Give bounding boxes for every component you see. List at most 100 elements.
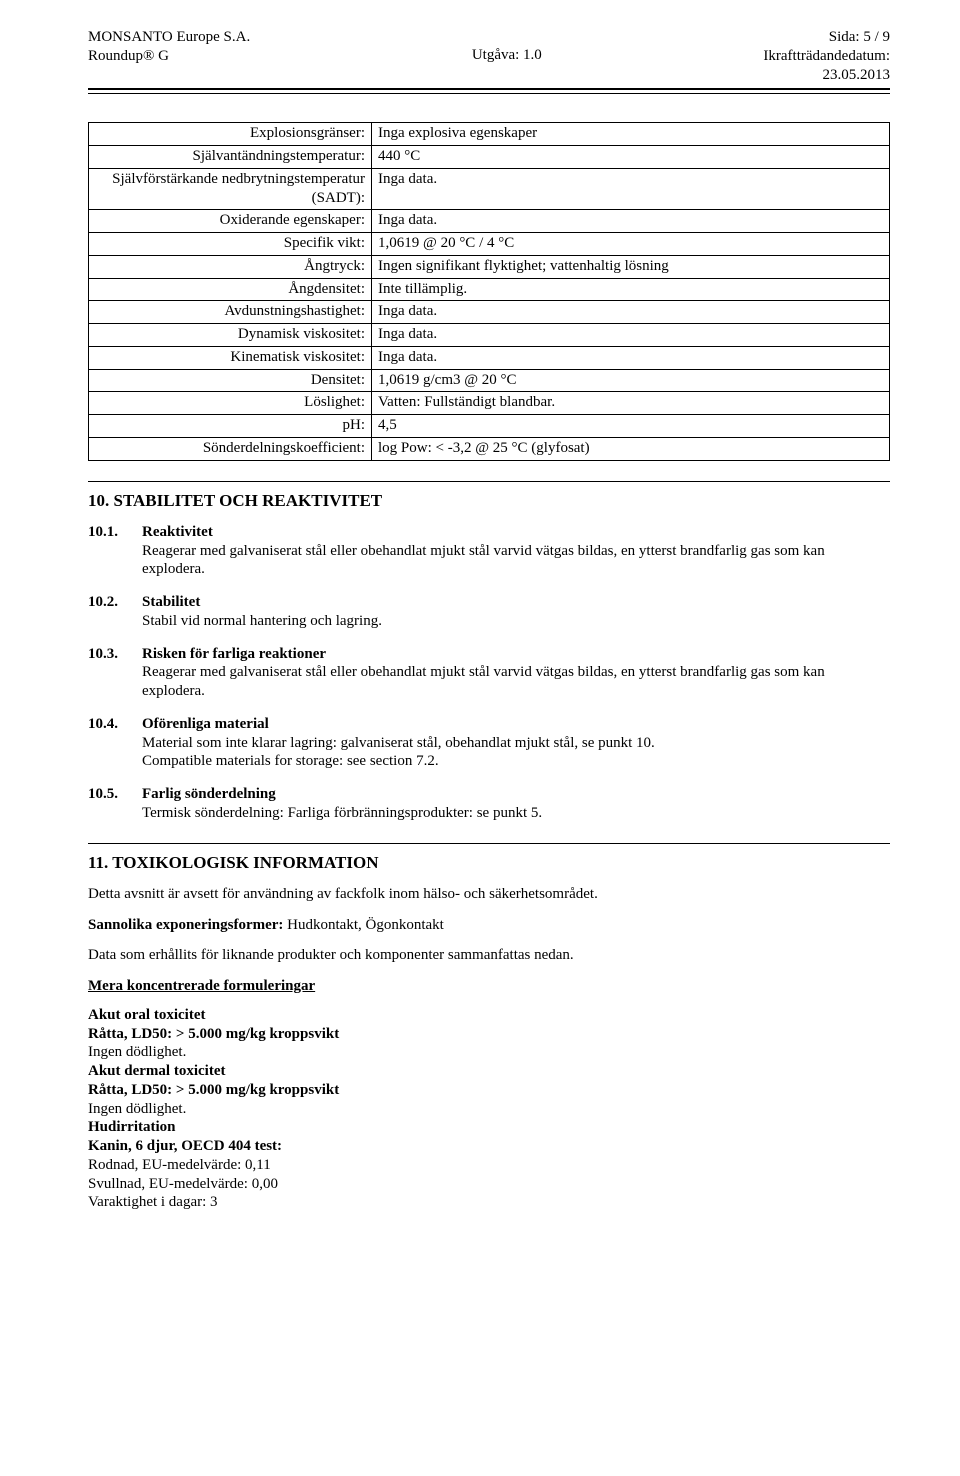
property-row: Löslighet:Vatten: Fullständigt blandbar.	[89, 392, 890, 415]
property-label: Kinematisk viskositet:	[89, 346, 372, 369]
skin-irritation-block: Hudirritation Kanin, 6 djur, OECD 404 te…	[88, 1118, 890, 1212]
header-effective-label: Ikraftträdandedatum:	[763, 47, 890, 66]
paragraph-text: Termisk sönderdelning: Farliga förbränni…	[142, 804, 890, 823]
acute-dermal-ld50: Råtta, LD50: > 5.000 mg/kg kroppsvikt	[88, 1081, 890, 1100]
paragraph-lead: Farlig sönderdelning	[142, 785, 890, 804]
property-row: Densitet:1,0619 g/cm3 @ 20 °C	[89, 369, 890, 392]
property-row: Dynamisk viskositet:Inga data.	[89, 324, 890, 347]
paragraph-number: 10.1.	[88, 523, 142, 579]
property-row: Ångdensitet:Inte tillämplig.	[89, 278, 890, 301]
more-concentrated-heading: Mera koncentrerade formuleringar	[88, 977, 890, 996]
property-label: Sönderdelningskoefficient:	[89, 437, 372, 460]
numbered-paragraph: 10.1.ReaktivitetReagerar med galvanisera…	[88, 523, 890, 579]
property-label: Ångtryck:	[89, 255, 372, 278]
property-row: pH:4,5	[89, 415, 890, 438]
property-value: Inga data.	[372, 301, 890, 324]
paragraph-body: Farlig sönderdelningTermisk sönderdelnin…	[142, 785, 890, 823]
paragraph-number: 10.2.	[88, 593, 142, 631]
acute-oral-mortality: Ingen dödlighet.	[88, 1043, 890, 1062]
paragraph-text: Stabil vid normal hantering och lagring.	[142, 612, 890, 631]
paragraph-number: 10.4.	[88, 715, 142, 771]
paragraph-text: Material som inte klarar lagring: galvan…	[142, 734, 890, 753]
property-label: Självantändningstemperatur:	[89, 146, 372, 169]
properties-table: Explosionsgränser:Inga explosiva egenska…	[88, 122, 890, 460]
paragraph-text: Reagerar med galvaniserat stål eller obe…	[142, 663, 890, 701]
acute-oral-ld50: Råtta, LD50: > 5.000 mg/kg kroppsvikt	[88, 1025, 890, 1044]
section-10-title: 10. STABILITET OCH REAKTIVITET	[88, 490, 890, 511]
header-effective-date: 23.05.2013	[763, 66, 890, 85]
acute-dermal-mortality: Ingen dödlighet.	[88, 1100, 890, 1119]
paragraph-body: Oförenliga materialMaterial som inte kla…	[142, 715, 890, 771]
header-right: Sida: 5 / 9 Ikraftträdandedatum: 23.05.2…	[763, 28, 890, 84]
paragraph-body: StabilitetStabil vid normal hantering oc…	[142, 593, 890, 631]
paragraph-text: Compatible materials for storage: see se…	[142, 752, 890, 771]
section-11-intro: Detta avsnitt är avsett för användning a…	[88, 885, 890, 904]
property-row: Specifik vikt:1,0619 @ 20 °C / 4 °C	[89, 233, 890, 256]
paragraph-lead: Reaktivitet	[142, 523, 890, 542]
page: MONSANTO Europe S.A. Roundup® G Utgåva: …	[0, 0, 960, 1476]
skin-irritation-test: Kanin, 6 djur, OECD 404 test:	[88, 1137, 890, 1156]
property-value: Inga data.	[372, 324, 890, 347]
acute-dermal-block: Akut dermal toxicitet Råtta, LD50: > 5.0…	[88, 1062, 890, 1118]
header-company: MONSANTO Europe S.A.	[88, 28, 250, 47]
header-center: Utgåva: 1.0	[250, 28, 763, 65]
property-label: Explosionsgränser:	[89, 123, 372, 146]
property-value: Vatten: Fullständigt blandbar.	[372, 392, 890, 415]
property-row: Explosionsgränser:Inga explosiva egenska…	[89, 123, 890, 146]
paragraph-lead: Stabilitet	[142, 593, 890, 612]
numbered-paragraph: 10.2.StabilitetStabil vid normal hanteri…	[88, 593, 890, 631]
property-value: 440 °C	[372, 146, 890, 169]
skin-irritation-swelling: Svullnad, EU-medelvärde: 0,00	[88, 1175, 890, 1194]
paragraph-number: 10.5.	[88, 785, 142, 823]
paragraph-number: 10.3.	[88, 645, 142, 701]
property-row: Kinematisk viskositet:Inga data.	[89, 346, 890, 369]
property-value: log Pow: < -3,2 @ 25 °C (glyfosat)	[372, 437, 890, 460]
property-value: Ingen signifikant flyktighet; vattenhalt…	[372, 255, 890, 278]
property-value: 4,5	[372, 415, 890, 438]
property-row: Sönderdelningskoefficient:log Pow: < -3,…	[89, 437, 890, 460]
property-value: Inga explosiva egenskaper	[372, 123, 890, 146]
exposure-value: Hudkontakt, Ögonkontakt	[283, 917, 443, 933]
header-page: Sida: 5 / 9	[763, 28, 890, 47]
numbered-paragraph: 10.3.Risken för farliga reaktionerReager…	[88, 645, 890, 701]
skin-irritation-title: Hudirritation	[88, 1118, 890, 1137]
acute-oral-block: Akut oral toxicitet Råtta, LD50: > 5.000…	[88, 1006, 890, 1062]
property-label: Ångdensitet:	[89, 278, 372, 301]
property-label: Avdunstningshastighet:	[89, 301, 372, 324]
property-label: Densitet:	[89, 369, 372, 392]
property-row: Ångtryck:Ingen signifikant flyktighet; v…	[89, 255, 890, 278]
paragraph-lead: Risken för farliga reaktioner	[142, 645, 890, 664]
paragraph-text: Reagerar med galvaniserat stål eller obe…	[142, 542, 890, 580]
header-double-rule	[88, 88, 890, 94]
skin-irritation-redness: Rodnad, EU-medelvärde: 0,11	[88, 1156, 890, 1175]
section-divider	[88, 481, 890, 482]
property-label: Dynamisk viskositet:	[89, 324, 372, 347]
property-value: 1,0619 g/cm3 @ 20 °C	[372, 369, 890, 392]
exposure-label: Sannolika exponeringsformer:	[88, 917, 283, 933]
acute-dermal-title: Akut dermal toxicitet	[88, 1062, 890, 1081]
section-11-exposure: Sannolika exponeringsformer: Hudkontakt,…	[88, 916, 890, 935]
paragraph-body: ReaktivitetReagerar med galvaniserat stå…	[142, 523, 890, 579]
skin-irritation-duration: Varaktighet i dagar: 3	[88, 1193, 890, 1212]
property-label: pH:	[89, 415, 372, 438]
property-row: Självförstärkande nedbrytningstemperatur…	[89, 168, 890, 210]
property-value: Inga data.	[372, 168, 890, 210]
numbered-paragraph: 10.5.Farlig sönderdelningTermisk sönderd…	[88, 785, 890, 823]
section-11-title: 11. TOXIKOLOGISK INFORMATION	[88, 852, 890, 873]
acute-oral-title: Akut oral toxicitet	[88, 1006, 890, 1025]
property-label: Självförstärkande nedbrytningstemperatur…	[89, 168, 372, 210]
property-label: Löslighet:	[89, 392, 372, 415]
property-value: Inga data.	[372, 346, 890, 369]
paragraph-lead: Oförenliga material	[142, 715, 890, 734]
header-edition: Utgåva: 1.0	[250, 46, 763, 65]
property-value: Inte tillämplig.	[372, 278, 890, 301]
paragraph-body: Risken för farliga reaktionerReagerar me…	[142, 645, 890, 701]
header-left: MONSANTO Europe S.A. Roundup® G	[88, 28, 250, 66]
numbered-paragraph: 10.4.Oförenliga materialMaterial som int…	[88, 715, 890, 771]
section-divider	[88, 843, 890, 844]
page-header: MONSANTO Europe S.A. Roundup® G Utgåva: …	[88, 28, 890, 84]
property-row: Oxiderande egenskaper:Inga data.	[89, 210, 890, 233]
property-value: 1,0619 @ 20 °C / 4 °C	[372, 233, 890, 256]
property-row: Avdunstningshastighet:Inga data.	[89, 301, 890, 324]
property-value: Inga data.	[372, 210, 890, 233]
